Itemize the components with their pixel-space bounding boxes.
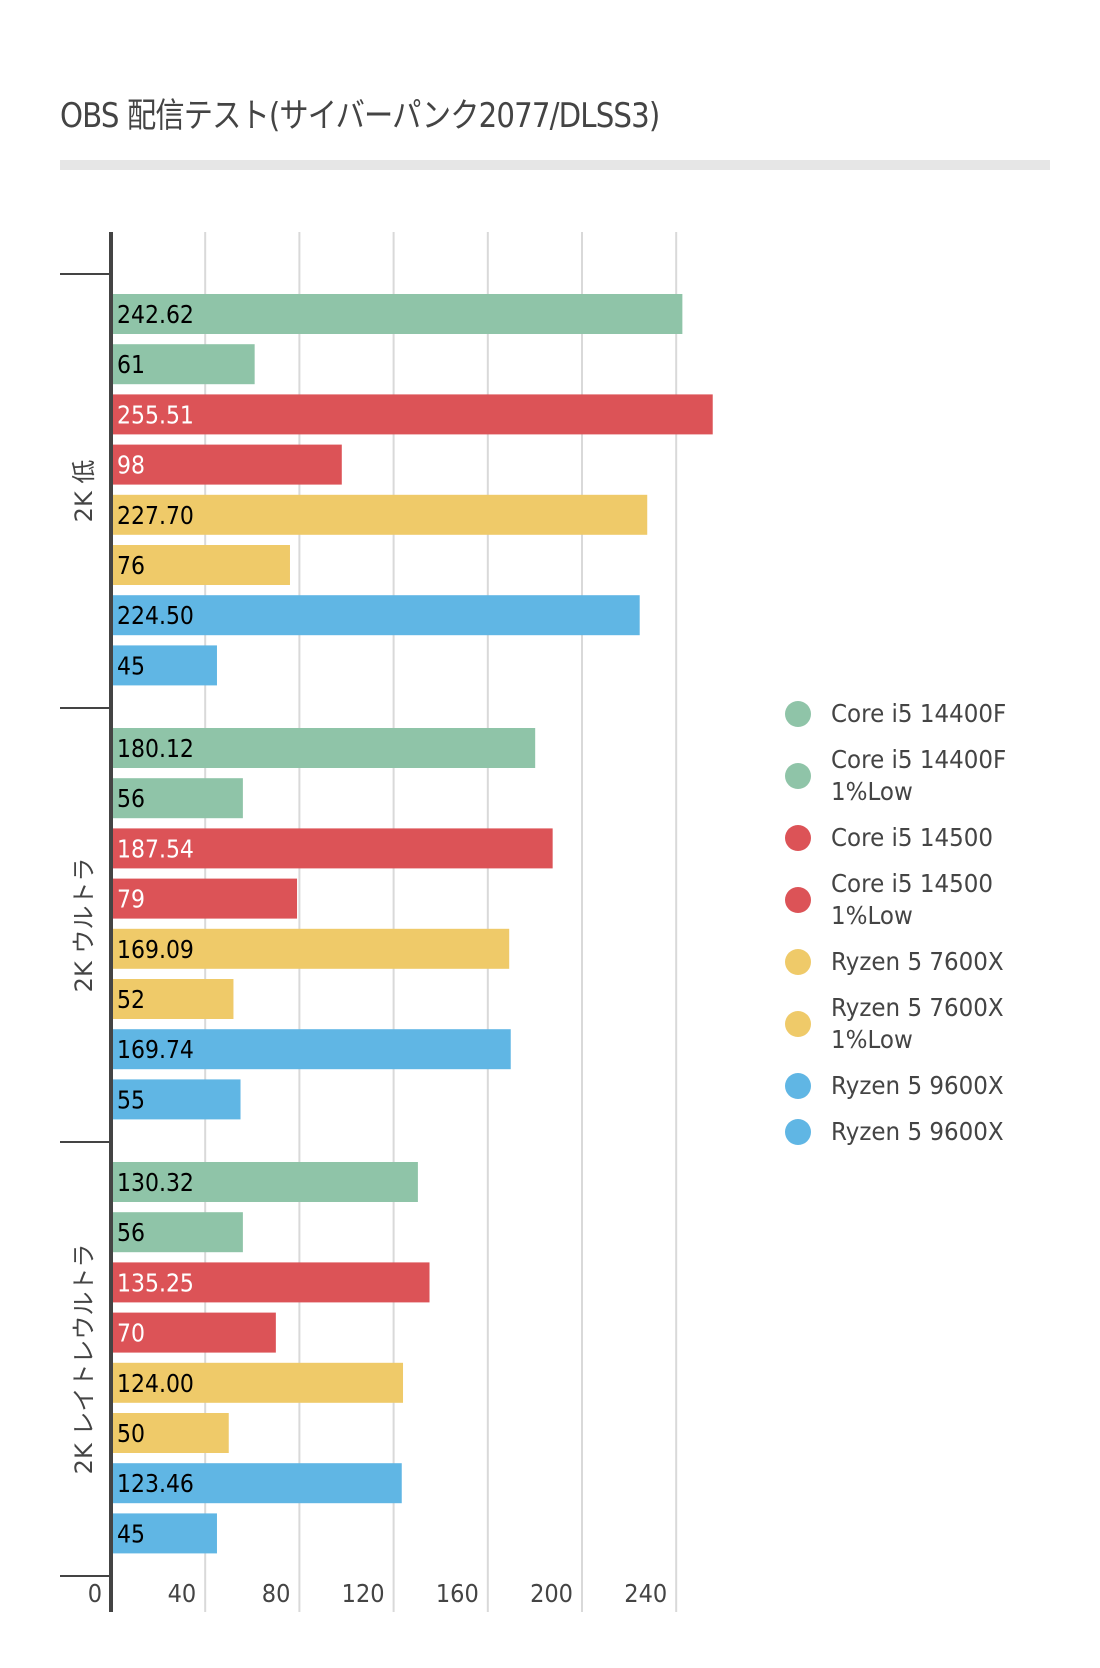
x-tick-label: 200 [530,1579,573,1608]
legend: Core i5 14400F Core i5 14400F 1%Low Core i… [785,698,1085,1162]
legend-swatch [785,1119,811,1145]
legend-item: Ryzen 5 9600X [785,1070,1085,1102]
bar-value-label: 124.00 [117,1368,194,1398]
bar-value-label: 50 [117,1419,145,1449]
bar [111,1029,511,1070]
bar-value-label: 98 [117,450,145,480]
legend-item: Core i5 14500 [785,822,1085,854]
x-tick-label: 0 [88,1579,102,1608]
legend-label: Core i5 14400F [831,699,1007,728]
bar [111,979,234,1019]
bar-value-label: 180.12 [117,734,194,764]
bar-value-label: 169.74 [117,1035,194,1065]
legend-item: Core i5 14400F [785,698,1085,730]
bar [111,1463,402,1504]
bar [111,294,683,334]
bar [111,728,536,768]
bar [111,1162,418,1202]
bar-value-label: 45 [117,651,145,681]
bar-value-label: 187.54 [117,834,194,864]
bar [111,595,640,636]
legend-swatch [785,701,811,727]
bar [111,545,290,585]
bar-value-label: 56 [117,784,145,814]
legend-swatch [785,763,811,789]
bar [111,878,298,919]
bar-value-label: 169.09 [117,934,194,964]
bar-value-label: 76 [117,551,145,581]
category-label: 2K 低 [70,460,98,523]
bar-value-label: 70 [117,1318,145,1348]
bar-value-label: 55 [117,1085,145,1115]
legend-item: Ryzen 5 9600X [785,1116,1085,1148]
bar-value-label: 61 [117,350,145,380]
x-tick-label: 160 [436,1579,479,1608]
legend-swatch [785,825,811,851]
bar-value-label: 135.25 [117,1268,194,1298]
legend-swatch [785,1073,811,1099]
bar [111,494,648,535]
bar-value-label: 130.32 [117,1168,194,1198]
legend-item: Core i5 14500 1%Low [785,868,1085,932]
x-tick-label: 120 [342,1579,385,1608]
legend-label: Ryzen 5 7600X 1%Low [831,993,1004,1054]
bar-value-label: 227.70 [117,500,194,530]
bar-value-label: 79 [117,884,145,914]
bar [111,1079,241,1120]
legend-item: Core i5 14400F 1%Low [785,744,1085,808]
title-divider [60,160,1050,170]
bar [111,828,553,869]
bar [111,1362,404,1403]
bar [111,1262,430,1303]
bar-value-label: 224.50 [117,601,194,631]
bar-value-label: 242.62 [117,300,194,330]
bar [111,1513,217,1554]
bar [111,1212,243,1253]
chart-title: OBS 配信テスト(サイバーパンク2077/DLSS3) [60,96,660,136]
legend-label: Core i5 14400F 1%Low [831,745,1007,806]
legend-swatch [785,887,811,913]
bar-value-label: 45 [117,1519,145,1549]
legend-item: Ryzen 5 7600X [785,946,1085,978]
bar [111,1312,276,1353]
bar-value-label: 56 [117,1218,145,1248]
bar-value-label: 255.51 [117,400,194,430]
category-label: 2K レイトレウルトラ [70,1244,98,1475]
bar [111,444,342,485]
legend-swatch [785,949,811,975]
bar [111,778,243,819]
bar [111,1413,229,1453]
bar [111,928,510,969]
legend-swatch [785,1011,811,1037]
bar-value-label: 52 [117,985,145,1015]
bar-value-label: 123.46 [117,1469,194,1499]
x-tick-label: 80 [262,1579,291,1608]
x-tick-label: 240 [624,1579,667,1608]
category-label: 2K ウルトラ [70,858,98,993]
bar [111,645,217,686]
x-tick-label: 40 [168,1579,197,1608]
legend-item: Ryzen 5 7600X 1%Low [785,992,1085,1056]
legend-label: Ryzen 5 9600X [831,1071,1004,1100]
bar [111,344,255,385]
bar [111,394,713,435]
legend-label: Ryzen 5 9600X [831,1117,1004,1146]
legend-label: Core i5 14500 1%Low [831,869,994,930]
legend-label: Core i5 14500 [831,823,994,852]
legend-label: Ryzen 5 7600X [831,947,1004,976]
